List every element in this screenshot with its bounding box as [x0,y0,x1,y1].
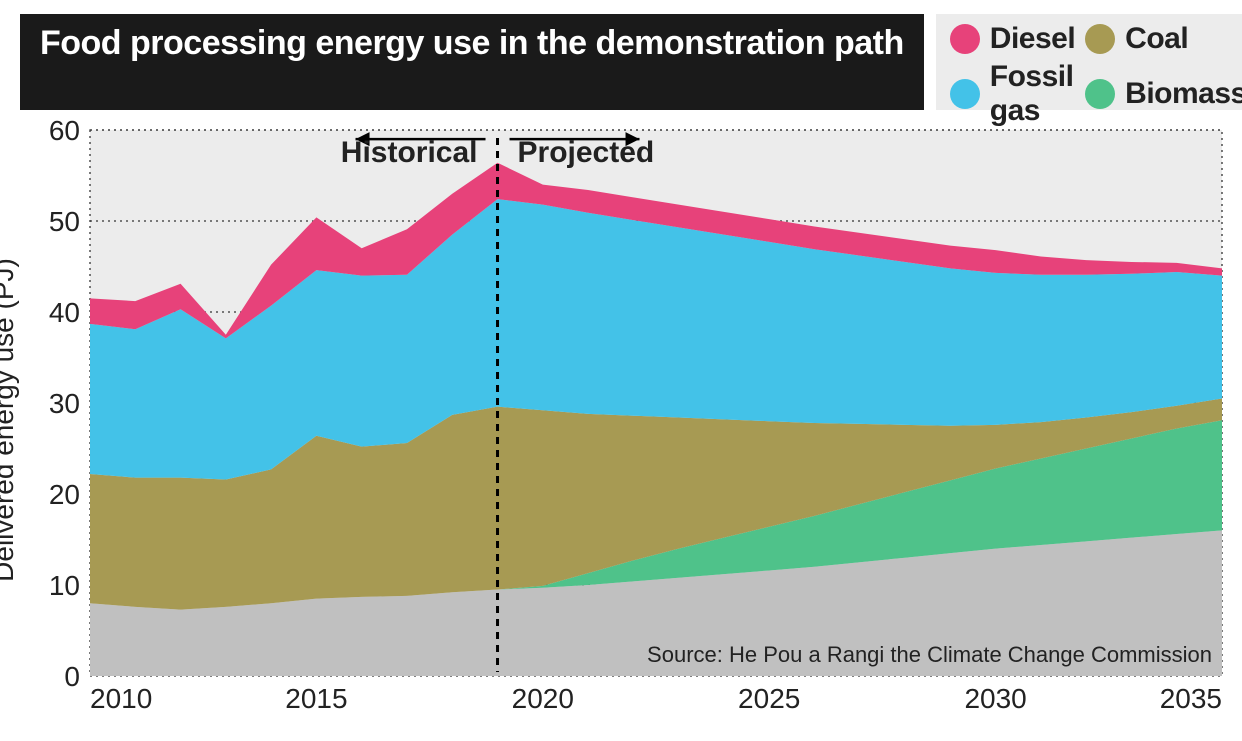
legend-item-diesel: Diesel [950,22,1075,56]
legend-item-biomass: Biomass [1085,60,1242,128]
y-tick: 60 [49,120,80,146]
legend-item-coal: Coal [1085,22,1242,56]
y-tick: 20 [49,479,80,510]
legend-label: Biomass [1125,77,1242,111]
x-tick: 2020 [512,683,574,714]
y-tick: 50 [49,206,80,237]
legend-label: Coal [1125,22,1188,56]
y-axis-label: Delivered energy use (PJ) [0,258,20,582]
chart-title: Food processing energy use in the demons… [20,14,924,110]
x-tick: 2010 [90,683,152,714]
historical-label: Historical [341,136,478,169]
x-tick: 2015 [285,683,347,714]
fossilgas-swatch [950,79,980,109]
y-tick: 40 [49,297,80,328]
x-tick: 2030 [964,683,1026,714]
header-row: Food processing energy use in the demons… [20,14,1232,110]
y-tick: 10 [49,570,80,601]
y-tick: 30 [49,388,80,419]
y-tick: 0 [64,661,80,692]
legend-label: Diesel [990,22,1075,56]
stacked-area-chart: HistoricalProjected010203040506020102015… [12,120,1230,720]
x-tick: 2025 [738,683,800,714]
legend: DieselFossil gasCoalBiomassElectricity [936,14,1242,110]
legend-item-fossilgas: Fossil gas [950,60,1075,128]
source-text: Source: He Pou a Rangi the Climate Chang… [647,642,1212,667]
biomass-swatch [1085,79,1115,109]
projected-label: Projected [518,136,655,169]
legend-label: Fossil gas [990,60,1075,128]
coal-swatch [1085,24,1115,54]
diesel-swatch [950,24,980,54]
x-tick: 2035 [1160,683,1222,714]
chart-container: Delivered energy use (PJ) HistoricalProj… [12,120,1230,720]
